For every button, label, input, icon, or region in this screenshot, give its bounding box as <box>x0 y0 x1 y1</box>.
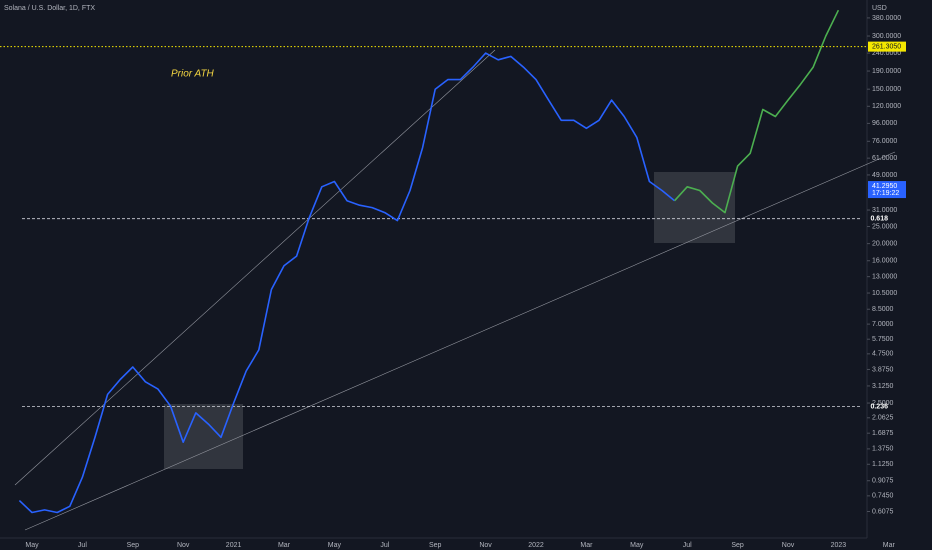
x-tick-label: 2021 <box>226 542 242 549</box>
y-tick-label: 0.6075 <box>872 508 894 515</box>
trend-line <box>14 49 496 486</box>
y-tick-label: 2.0625 <box>872 415 894 422</box>
y-tick-label: 61.0000 <box>872 155 897 162</box>
currency-label: USD <box>872 5 887 12</box>
x-tick-label: 2022 <box>528 542 544 549</box>
y-tick-label: 300.0000 <box>872 33 901 40</box>
y-tick-label: 150.0000 <box>872 86 901 93</box>
price-line <box>18 52 676 514</box>
y-tick-label: 120.0000 <box>872 103 901 110</box>
x-tick-label: Nov <box>177 542 190 549</box>
y-tick-label: 240.0000 <box>872 50 901 57</box>
x-tick-label: Jul <box>683 542 692 549</box>
y-tick-label: 20.0000 <box>872 240 897 247</box>
annotation: Prior ATH <box>171 69 215 80</box>
y-tick-label: 1.1250 <box>872 461 894 468</box>
last-price-box <box>868 181 906 199</box>
x-tick-label: Jul <box>380 542 389 549</box>
x-tick-label: 2023 <box>831 542 847 549</box>
x-tick-label: May <box>328 542 342 549</box>
y-tick-label: 190.0000 <box>872 68 901 75</box>
y-tick-label: 7.0000 <box>872 321 894 328</box>
ath-price-label: 261.3050 <box>872 43 901 50</box>
x-tick-label: Sep <box>127 542 140 549</box>
countdown-label: 17:19:22 <box>872 190 899 197</box>
x-tick-label: Mar <box>883 542 896 549</box>
y-tick-label: 4.7500 <box>872 351 894 358</box>
y-tick-label: 0.7450 <box>872 493 894 500</box>
x-tick-label: Nov <box>479 542 492 549</box>
x-tick-label: Nov <box>782 542 795 549</box>
y-tick-label: 380.0000 <box>872 15 901 22</box>
x-tick-label: May <box>25 542 39 549</box>
x-tick-label: Sep <box>731 542 744 549</box>
highlight-box <box>164 404 243 469</box>
price-line <box>674 9 840 214</box>
fib-label: 0.236 <box>870 403 888 410</box>
highlight-box <box>654 172 735 243</box>
fib-label: 0.618 <box>870 216 888 223</box>
trend-line <box>24 151 896 531</box>
y-tick-label: 5.7500 <box>872 336 894 343</box>
y-tick-label: 76.0000 <box>872 138 897 145</box>
y-tick-label: 31.0000 <box>872 207 897 214</box>
ath-price-box <box>868 41 906 52</box>
y-tick-label: 3.8750 <box>872 366 894 373</box>
y-tick-label: 96.0000 <box>872 120 897 127</box>
y-tick-label: 13.0000 <box>872 274 897 281</box>
last-price-label: 41.2950 <box>872 183 897 190</box>
y-tick-label: 0.9075 <box>872 478 894 485</box>
y-tick-label: 10.5000 <box>872 290 897 297</box>
y-tick-label: 3.1250 <box>872 383 894 390</box>
y-tick-label: 25.0000 <box>872 223 897 230</box>
y-tick-label: 2.5000 <box>872 400 894 407</box>
x-tick-label: Mar <box>278 542 291 549</box>
y-tick-label: 8.5000 <box>872 306 894 313</box>
y-tick-label: 49.0000 <box>872 172 897 179</box>
x-tick-label: Mar <box>580 542 593 549</box>
y-tick-label: 16.0000 <box>872 258 897 265</box>
chart-title: Solana / U.S. Dollar, 1D, FTX <box>4 5 95 12</box>
x-tick-label: Sep <box>429 542 442 549</box>
x-tick-label: Jul <box>78 542 87 549</box>
x-tick-label: May <box>630 542 644 549</box>
y-tick-label: 1.6875 <box>872 430 894 437</box>
y-tick-label: 1.3750 <box>872 446 894 453</box>
